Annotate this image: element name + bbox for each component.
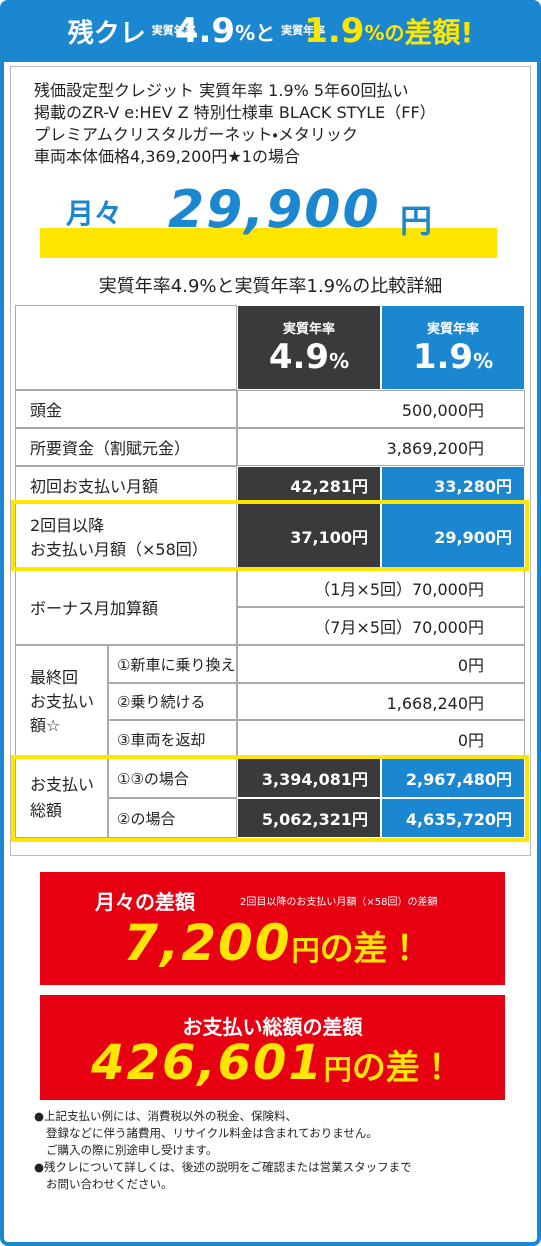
highlight-bar	[40, 228, 497, 258]
row-label-line: 額☆	[30, 715, 61, 735]
content-box	[10, 66, 531, 856]
intro: 残価設定型クレジット 実質年率 1.9% 5年60回払い 掲載のZR-V e:H…	[34, 80, 524, 168]
column-rate: 4.9	[268, 337, 330, 377]
column-label: 実質年率	[426, 322, 479, 337]
column-unit: %	[329, 349, 350, 373]
difference-tail: の差！	[319, 929, 422, 969]
difference-box: 月々の差額 2回目以降のお支払い月額（×58回）の差額 7,200円の差！	[40, 872, 505, 985]
row-label: お支払い 総額	[15, 758, 108, 838]
difference-amount: 7,200	[123, 914, 292, 972]
difference-amount-line: 7,200円の差！	[40, 914, 505, 972]
difference-title: お支払い総額の差額	[182, 1015, 363, 1039]
row-value: 42,281円	[237, 466, 381, 503]
rate-label: 実質年率	[151, 24, 196, 38]
header: 残クレ 実質年率 4.9 %と 実質年率 1.9 %の 差額!	[0, 0, 541, 62]
option-label: ②の場合	[108, 798, 237, 838]
monthly-amount: 29,900	[168, 180, 381, 240]
row-value: 0円	[237, 720, 525, 758]
note-line: ●上記支払い例には、消費税以外の税金、保険料、	[34, 1109, 298, 1123]
note-line: 登録などに伴う諸費用、リサイクル料金は含まれておりません。	[46, 1126, 378, 1140]
row-label-line: お支払い	[30, 691, 95, 711]
difference-amount: 426,601	[91, 1035, 324, 1091]
rate: 1.9	[304, 11, 365, 51]
notes: ●上記支払い例には、消費税以外の税金、保険料、 登録などに伴う諸費用、リサイクル…	[34, 1108, 514, 1193]
intro-line: プレミアムクリスタルガーネット・メタリック	[34, 125, 358, 144]
note-line: ご購入の際に別途申し受けます。	[46, 1143, 218, 1157]
row-label: 初回お支払い月額	[15, 466, 237, 503]
row-label: 2回目以降 お支払い月額（×58回）	[15, 503, 237, 568]
row-label: 所要資金（割賦元金）	[15, 428, 237, 466]
rate-suffix: %の	[364, 20, 405, 45]
rate-suffix: %と	[235, 20, 276, 45]
row-label-line: 2回目以降	[30, 515, 105, 535]
column-header: 実質年率 1.9%	[381, 305, 525, 390]
row-value: 29,900円	[381, 503, 525, 568]
column-unit: %	[473, 349, 494, 373]
row-label: ボーナス月加算額	[15, 568, 237, 645]
header-tail: 差額!	[404, 16, 474, 49]
option-label: ①新車に乗り換え	[108, 645, 237, 683]
option-label: ③車両を返却	[108, 720, 237, 758]
option-label: ②乗り続ける	[108, 683, 237, 720]
intro-line: 残価設定型クレジット 実質年率 1.9% 5年60回払い	[34, 81, 409, 100]
difference-title: 月々の差額	[95, 890, 195, 914]
row-value: 1,668,240円	[237, 683, 525, 720]
row-label-line: 最終回	[30, 667, 79, 687]
row-value: 4,635,720円	[381, 798, 525, 838]
highlight-frame	[11, 500, 529, 571]
blank-cell	[15, 305, 237, 390]
rate: 4.9	[174, 11, 236, 51]
highlight-frame	[11, 755, 529, 842]
row-value: （7月×5回）70,000円	[237, 607, 525, 645]
monthly-label: 月々	[66, 197, 123, 230]
row-label-line: お支払い月額（×58回）	[30, 539, 208, 559]
note-line: ●残クレについて詳しくは、後述の説明をご確認または営業スタッフまで	[34, 1160, 412, 1174]
difference-box: お支払い総額の差額 426,601円の差！	[40, 995, 505, 1100]
row-label-line: 総額	[30, 801, 63, 820]
note-line: お問い合わせください。	[46, 1177, 173, 1191]
intro-line: 車両本体価格4,369,200円★1の場合	[34, 147, 300, 166]
difference-amount-line: 426,601円の差！	[40, 1035, 505, 1091]
intro-line: 掲載のZR-V e:HEV Z 特別仕様車 BLACK STYLE（FF）	[34, 103, 436, 122]
brand: 残クレ	[67, 18, 146, 49]
difference-unit: 円	[323, 1053, 352, 1086]
row-label-line: お支払い	[30, 775, 95, 794]
row-label: 頭金	[15, 390, 237, 428]
row-value: 0円	[237, 645, 525, 683]
difference-tail: の差！	[351, 1048, 454, 1088]
row-value: 500,000円	[237, 390, 525, 428]
row-value: 2,967,480円	[381, 758, 525, 798]
row-label: 最終回 お支払い 額☆	[15, 645, 108, 758]
comparison-title: 実質年率4.9%と実質年率1.9%の比較詳細	[98, 276, 443, 297]
rate-label: 実質年率	[281, 24, 326, 38]
monthly-unit: 円	[400, 202, 433, 240]
column-rate: 1.9	[412, 337, 474, 377]
row-value: 5,062,321円	[237, 798, 381, 838]
column-header: 実質年率 4.9%	[237, 305, 381, 390]
row-value: （1月×5回）70,000円	[237, 568, 525, 607]
column-label: 実質年率	[282, 322, 335, 337]
row-value: 3,869,200円	[237, 428, 525, 466]
difference-unit: 円	[291, 934, 320, 967]
row-value: 33,280円	[381, 466, 525, 503]
row-value: 3,394,081円	[237, 758, 381, 798]
option-label: ①③の場合	[108, 758, 237, 798]
difference-note: 2回目以降のお支払い月額（×58回）の差額	[240, 897, 438, 908]
